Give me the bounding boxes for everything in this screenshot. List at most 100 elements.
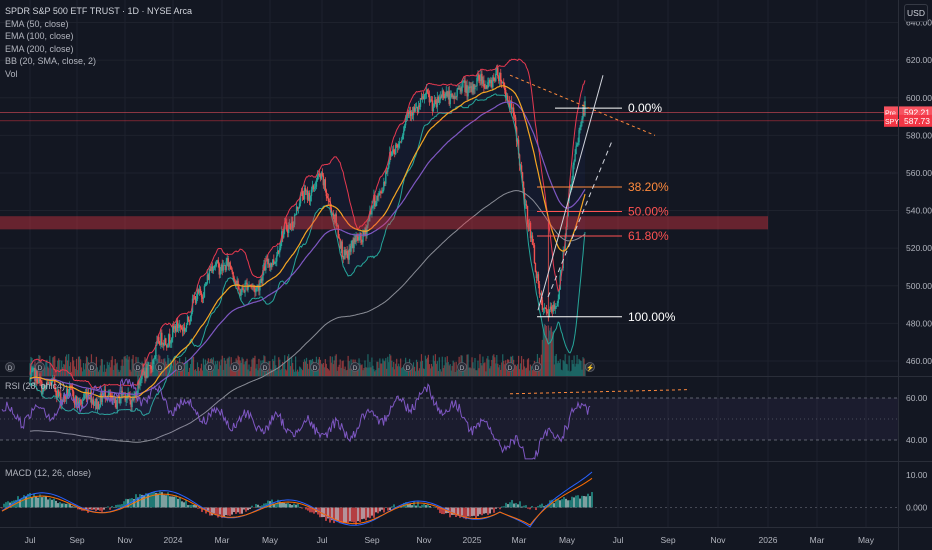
candle-body: [54, 378, 56, 388]
candle-body: [439, 96, 442, 100]
macd-hist-bar: [587, 493, 589, 508]
price-tick-label: 540.00: [906, 206, 932, 216]
candle-body: [386, 171, 388, 173]
volume-bar: [321, 364, 323, 376]
rsi-label[interactable]: RSI (28, ohlc4): [5, 381, 66, 391]
candle-body: [284, 222, 287, 224]
volume-bar: [329, 356, 331, 376]
candle-body: [474, 85, 476, 90]
candle-body: [275, 261, 277, 263]
indicator-ema200[interactable]: EMA (200, close): [5, 43, 74, 54]
event-marker: [310, 362, 320, 372]
candle-body: [66, 388, 69, 397]
candle-body: [244, 283, 246, 293]
indicator-vol[interactable]: Vol: [5, 68, 18, 79]
volume-bar: [543, 324, 545, 376]
candle-body: [273, 259, 275, 264]
volume-bar: [60, 369, 62, 376]
indicator-bb[interactable]: BB (20, SMA, close, 2): [5, 56, 97, 66]
macd-hist-bar: [579, 498, 581, 508]
candle-body: [351, 240, 353, 246]
macd-hist-bar: [69, 504, 71, 508]
candle-body: [390, 152, 392, 156]
macd-hist-bar: [541, 503, 543, 508]
macd-hist-bar: [359, 507, 361, 523]
macd-hist-bar: [23, 495, 25, 508]
macd-hist-bar: [321, 507, 323, 518]
candle-body: [434, 100, 437, 102]
candle-body: [36, 370, 38, 384]
candle-body: [58, 390, 60, 396]
candle-body: [336, 225, 338, 227]
macd-hist-bar: [13, 500, 15, 508]
event-marker: [133, 362, 143, 372]
candle-body: [403, 125, 406, 131]
volume-bar: [447, 362, 449, 376]
volume-bar: [371, 357, 373, 376]
candle-body: [485, 85, 487, 89]
macd-hist-bar: [111, 505, 113, 508]
candle-body: [406, 111, 409, 117]
macd-hist-bar: [429, 506, 431, 508]
candle-body: [76, 401, 79, 406]
candle-body: [466, 85, 468, 97]
volume-bar: [269, 361, 271, 376]
macd-hist-bar: [475, 507, 477, 519]
volume-bar: [347, 355, 349, 376]
currency-button[interactable]: USD: [904, 4, 928, 22]
macd-hist-bar: [459, 507, 461, 518]
volume-bar: [272, 359, 274, 376]
macd-hist-bar: [521, 506, 523, 508]
volume-bar: [47, 366, 49, 376]
macd-hist-bar: [165, 495, 167, 508]
macd-label[interactable]: MACD (12, 26, close): [5, 468, 92, 478]
candle-body: [344, 249, 346, 256]
macd-hist-bar: [509, 502, 511, 508]
candle-body: [527, 224, 530, 229]
candle-body: [542, 308, 545, 311]
candle-body: [487, 82, 489, 89]
macd-hist-bar: [527, 507, 529, 509]
candle-body: [91, 399, 94, 404]
candle-body: [233, 277, 235, 282]
candle-body: [402, 130, 405, 136]
candle-body: [222, 265, 224, 271]
candle-body: [301, 191, 304, 197]
macd-hist-bar: [367, 507, 369, 518]
candle-body: [541, 300, 544, 311]
candle-body: [205, 282, 208, 285]
volume-bar: [500, 369, 502, 376]
indicator-ema100[interactable]: EMA (100, close): [5, 31, 74, 41]
candle-body: [165, 338, 167, 345]
volume-bar: [368, 367, 370, 376]
macd-hist-bar: [383, 507, 385, 513]
macd-hist-bar: [517, 504, 519, 508]
volume-bar: [554, 355, 556, 376]
volume-bar: [118, 371, 120, 376]
candle-body: [101, 396, 104, 402]
candle-body: [432, 106, 435, 112]
candle-body: [437, 96, 440, 103]
candle-body: [127, 392, 129, 397]
candle-body: [31, 371, 33, 373]
macd-hist-bar: [263, 503, 265, 508]
volume-bar: [276, 370, 278, 376]
macd-hist-bar: [153, 491, 155, 508]
macd-hist-bar: [101, 507, 103, 512]
volume-bar: [446, 356, 448, 376]
indicator-ema50[interactable]: EMA (50, close): [5, 18, 69, 29]
candle-body: [348, 248, 350, 260]
event-marker: [403, 362, 413, 372]
volume-bar: [251, 359, 253, 376]
candle-body: [176, 320, 179, 328]
symbol-title[interactable]: SPDR S&P 500 ETF TRUST · 1D · NYSE Arca: [5, 6, 193, 16]
macd-hist-bar: [285, 503, 287, 508]
candle-body: [445, 91, 447, 94]
macd-hist-bar: [449, 507, 451, 518]
macd-hist-bar: [567, 500, 569, 508]
volume-bar: [53, 356, 55, 376]
volume-bar: [497, 363, 499, 376]
candle-body: [422, 96, 425, 100]
candle-body: [269, 263, 271, 268]
